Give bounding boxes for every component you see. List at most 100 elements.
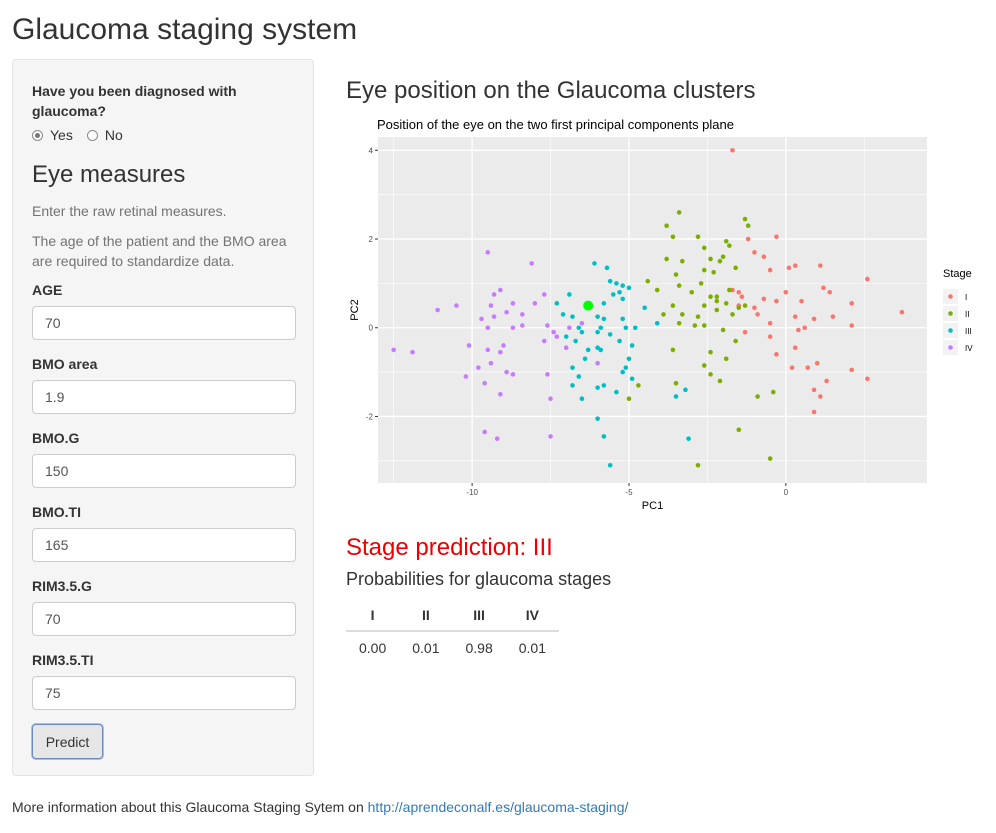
data-point-stage-iii [570, 383, 575, 388]
data-point-stage-iv [545, 323, 550, 328]
data-point-stage-i [789, 365, 795, 370]
data-point-stage-iv [454, 303, 459, 308]
bmo-g-label: BMO.G [32, 430, 80, 446]
data-point-stage-iii [620, 316, 625, 322]
data-point-stage-iv [545, 372, 550, 377]
age-label: AGE [32, 282, 63, 298]
data-point-stage-i [811, 387, 817, 393]
data-point-stage-iv [482, 429, 487, 435]
legend-label-i: I [965, 293, 967, 302]
data-point-stage-ii [733, 265, 738, 271]
data-point-stage-iii [560, 312, 566, 317]
data-point-stage-iii [601, 301, 607, 306]
header-stage-i: I [346, 601, 400, 632]
data-point-stage-iv [548, 434, 553, 439]
data-point-stage-ii [723, 238, 729, 244]
data-point-stage-iv [548, 396, 553, 402]
data-point-stage-iii [626, 356, 632, 362]
data-point-stage-ii [730, 312, 735, 317]
data-point-stage-i [767, 267, 773, 273]
data-point-stage-iii [632, 325, 638, 331]
eye-measures-title: Eye measures [32, 161, 186, 188]
data-point-stage-iv [485, 250, 491, 255]
radio-yes-indicator[interactable] [32, 129, 43, 141]
data-point-stage-ii [733, 338, 738, 344]
data-point-stage-i [786, 265, 792, 271]
data-point-stage-iii [604, 265, 610, 271]
data-point-stage-iv [494, 436, 500, 441]
predict-button[interactable]: Predict [32, 724, 103, 759]
data-point-stage-ii [711, 269, 716, 275]
page-title: Glaucoma staging system [12, 13, 358, 46]
data-point-stage-i [849, 301, 855, 306]
footer-text: More information about this Glaucoma Sta… [12, 799, 368, 815]
rim35-g-input[interactable] [32, 602, 296, 636]
main-title: Eye position on the Glaucoma clusters [346, 77, 756, 104]
data-point-stage-ii [701, 267, 707, 273]
data-point-stage-i [799, 298, 804, 304]
eye-position-point [583, 300, 594, 311]
footer-link[interactable]: http://aprendeconalf.es/glaucoma-staging… [367, 799, 629, 815]
age-input[interactable] [32, 306, 296, 340]
data-point-stage-ii [695, 462, 701, 468]
data-point-stage-ii [676, 321, 682, 326]
data-point-stage-i [830, 314, 836, 319]
rim35-ti-input[interactable] [32, 676, 296, 710]
data-point-stage-i [792, 345, 798, 351]
y-axis-label: PC2 [349, 299, 361, 320]
radio-yes-label: Yes [50, 127, 73, 143]
data-point-stage-ii [661, 312, 666, 317]
data-point-stage-ii [714, 298, 720, 304]
data-point-stage-ii [723, 301, 729, 306]
legend-label-iv: IV [965, 344, 973, 353]
data-point-stage-iv [410, 349, 415, 355]
prob-stage-i: 0.00 [359, 640, 387, 656]
data-point-stage-iv [498, 287, 503, 293]
data-point-stage-iv [466, 343, 472, 348]
header-stage-iv: IV [505, 601, 559, 632]
radio-yes[interactable]: Yes [32, 127, 73, 143]
data-point-stage-ii [723, 356, 729, 362]
data-point-stage-iii [629, 376, 635, 382]
data-point-stage-ii [680, 258, 685, 264]
bmo-area-input[interactable] [32, 380, 296, 414]
probabilities-table: I II III IV 0.00 0.01 0.98 0.01 [346, 601, 559, 664]
data-point-stage-iv [491, 292, 497, 297]
bmo-ti-input[interactable] [32, 528, 296, 562]
radio-no-indicator[interactable] [86, 129, 98, 141]
radio-no-label: No [104, 127, 123, 143]
data-point-stage-iii [623, 325, 629, 331]
data-point-stage-iv [491, 314, 497, 319]
legend-label-ii: II [965, 310, 969, 319]
bmo-ti-label: BMO.TI [32, 504, 81, 520]
legend-key-iv [948, 345, 953, 350]
data-point-stage-iii [601, 316, 607, 322]
data-point-stage-iv [488, 303, 494, 308]
data-point-stage-iii [686, 436, 691, 441]
data-point-stage-ii [698, 281, 704, 286]
data-point-stage-ii [664, 223, 669, 229]
data-point-stage-ii [720, 254, 726, 260]
radio-no[interactable]: No [86, 127, 123, 143]
data-point-stage-ii [692, 323, 698, 328]
axis-ticks: -10 -5 0 -2 0 2 4 [366, 146, 789, 497]
data-point-stage-iii [595, 385, 600, 390]
header-stage-iii: III [452, 601, 506, 632]
data-point-stage-ii [676, 210, 682, 215]
data-point-stage-iii [617, 338, 622, 344]
y-tick-label: 2 [369, 235, 374, 244]
data-point-stage-i [761, 296, 767, 302]
data-point-stage-i [849, 323, 855, 328]
data-point-stage-iii [610, 292, 616, 297]
data-point-stage-ii [736, 305, 742, 311]
data-point-stage-iii [620, 369, 625, 375]
table-row: 0.00 0.01 0.98 0.01 [346, 631, 559, 664]
data-point-stage-ii [736, 427, 742, 433]
data-point-stage-iv [463, 374, 469, 379]
data-point-stage-iv [567, 325, 572, 331]
bmo-g-input[interactable] [32, 454, 296, 488]
data-point-stage-ii [717, 258, 723, 264]
data-point-stage-ii [664, 256, 669, 262]
data-point-stage-ii [701, 245, 707, 251]
data-point-stage-ii [717, 378, 723, 384]
